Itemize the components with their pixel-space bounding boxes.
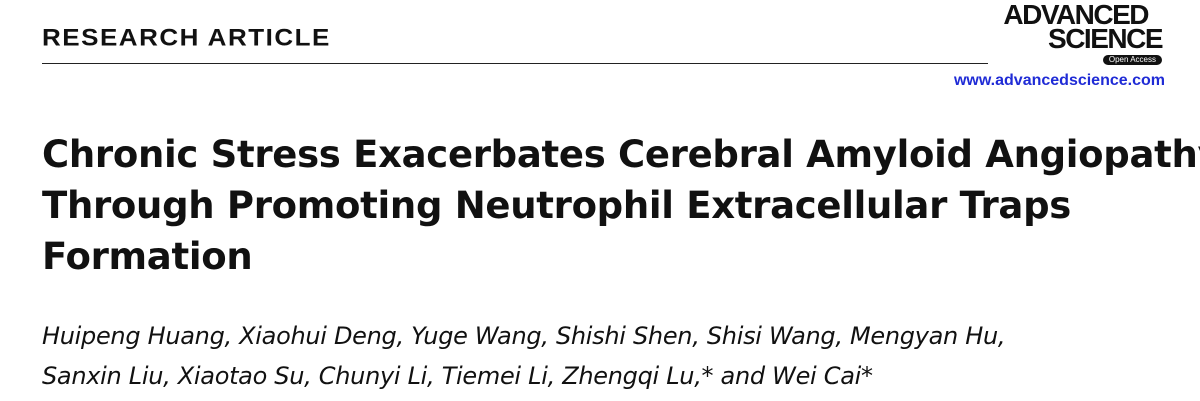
section-label: RESEARCH ARTICLE [42, 23, 331, 51]
article-title: Formation [42, 235, 253, 278]
open-access-badge: Open Access [1102, 55, 1162, 65]
journal-logo: ADVANCED [1003, 0, 1149, 30]
journal-logo: SCIENCE [1048, 23, 1163, 54]
article-title: Through Promoting Neutrophil Extracellul… [42, 184, 1072, 227]
header-rule [42, 63, 988, 64]
author-list: Sanxin Liu, Xiaotao Su, Chunyi Li, Tieme… [42, 362, 873, 390]
journal-url[interactable]: www.advancedscience.com [953, 72, 1165, 89]
article-title: Chronic Stress Exacerbates Cerebral Amyl… [42, 133, 1200, 176]
author-list: Huipeng Huang, Xiaohui Deng, Yuge Wang, … [42, 322, 1006, 350]
